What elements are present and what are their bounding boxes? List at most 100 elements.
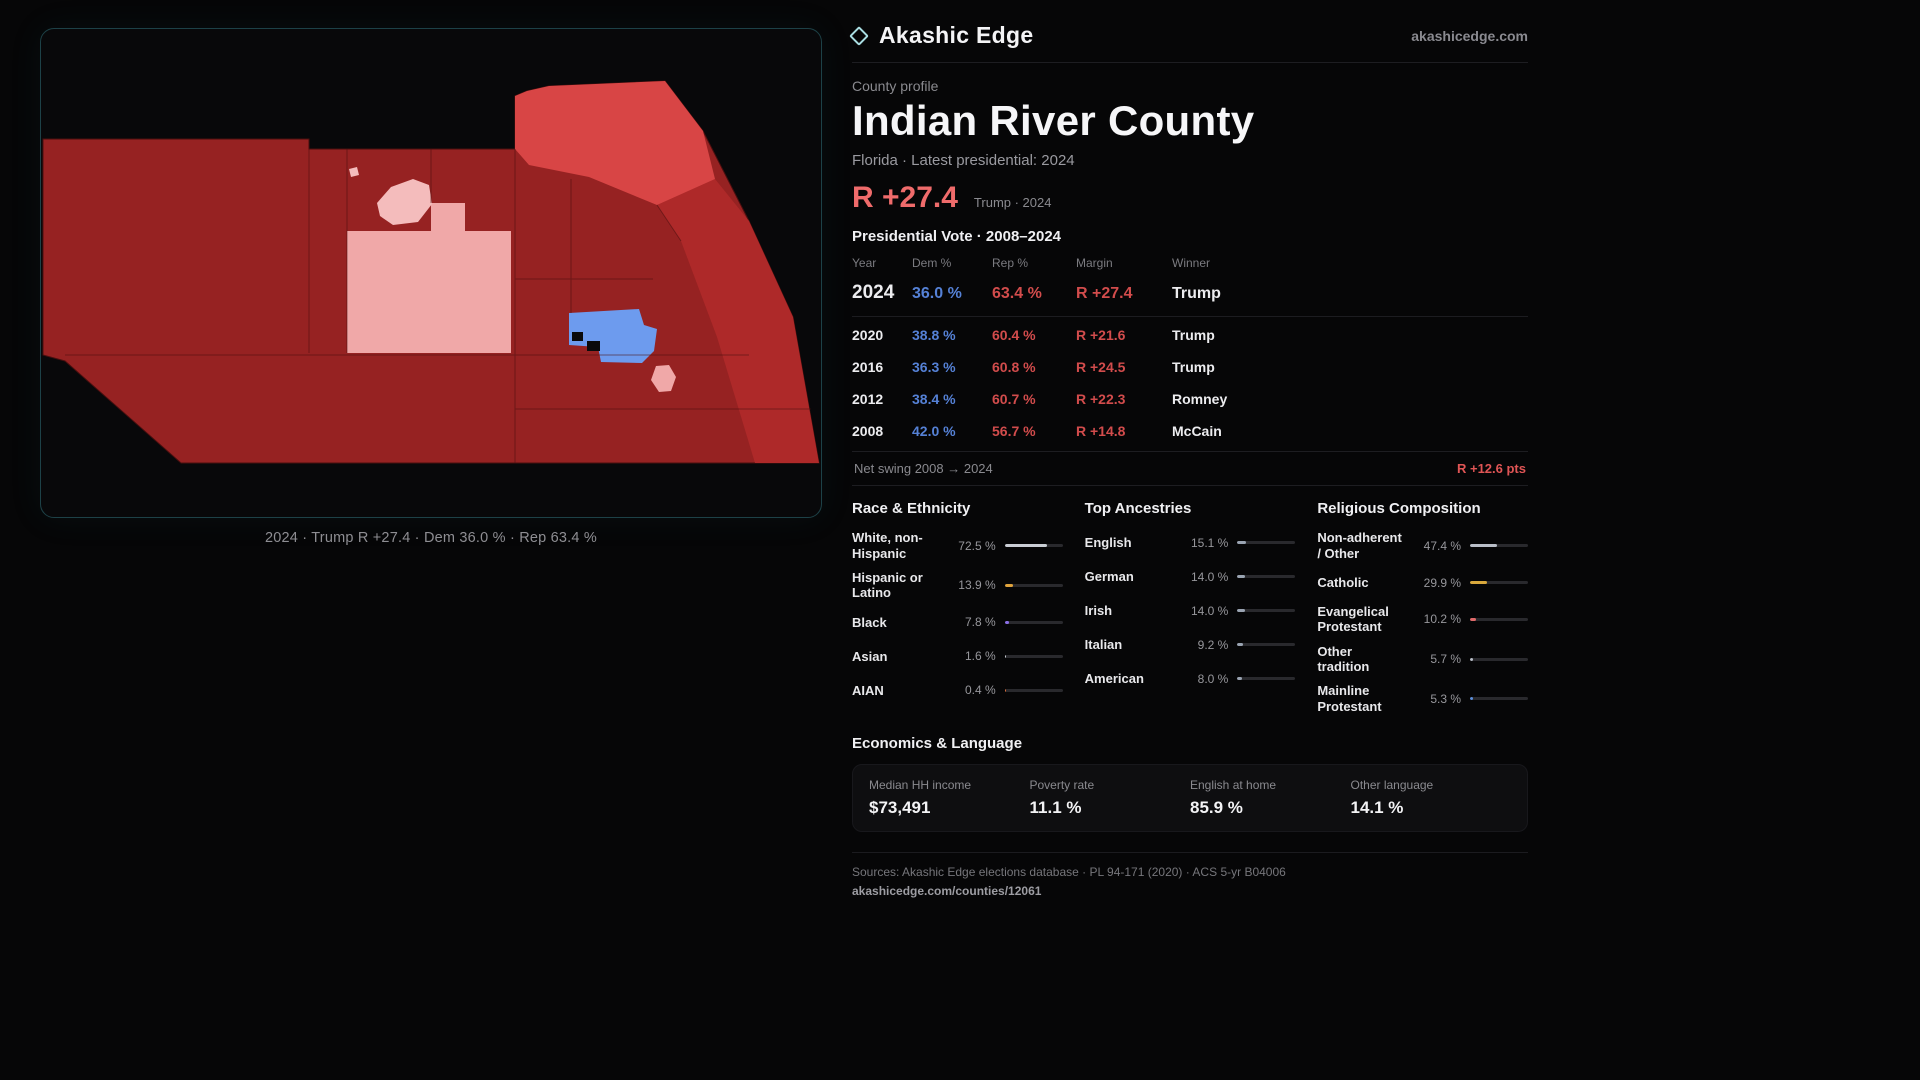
demographic-bar-fill xyxy=(1004,583,1013,587)
vote-year: 2008 xyxy=(852,423,884,440)
demographic-bar xyxy=(1004,583,1063,587)
vote-row[interactable]: 2008 42.0 % 56.7 % R +14.8 McCain xyxy=(852,415,1528,447)
profile-content: Akashic Edge akashicedge.com County prof… xyxy=(849,22,1528,898)
vote-rep-pct: 56.7 % xyxy=(992,423,1036,440)
demographic-row: Hispanic or Latino 13.9 % xyxy=(852,570,1063,601)
vote-year: 2020 xyxy=(852,327,884,344)
vote-row[interactable]: 2016 36.3 % 60.8 % R +24.5 Trump xyxy=(852,351,1528,383)
demographic-label: Catholic xyxy=(1317,574,1369,590)
demographic-row: Black 7.8 % xyxy=(852,610,1063,635)
vote-dem-pct: 38.8 % xyxy=(912,327,956,344)
vote-row[interactable]: 2012 38.4 % 60.7 % R +22.3 Romney xyxy=(852,383,1528,415)
race-ethnicity-list: White, non-Hispanic 72.5 % Hispanic or L… xyxy=(852,530,1063,702)
kicker: County profile xyxy=(852,78,939,94)
religion-title: Religious Composition xyxy=(1317,500,1481,518)
map-caption: 2024 · Trump R +27.4 · Dem 36.0 % · Rep … xyxy=(265,530,597,546)
vote-rep-pct: 63.4 % xyxy=(992,285,1042,303)
demographic-value: 47.4 % xyxy=(1423,538,1461,553)
vote-year: 2012 xyxy=(852,391,884,408)
pink-precinct-small xyxy=(377,179,432,225)
vote-rep-pct: 60.4 % xyxy=(992,327,1036,344)
demographic-bar-fill xyxy=(1237,575,1246,579)
demographic-label: Non-adherent / Other xyxy=(1317,530,1402,561)
site-link[interactable]: akashicedge.com xyxy=(1411,27,1528,44)
vote-dem-pct: 36.0 % xyxy=(912,285,962,303)
vote-margin: R +14.8 xyxy=(1076,423,1126,440)
demographic-row: Catholic 29.9 % xyxy=(1317,570,1528,595)
pink-precinct-blob xyxy=(651,365,676,392)
stat-box: Other language 14.1 % xyxy=(1351,778,1512,818)
ancestries-list: English 15.1 % German 14.0 % Irish xyxy=(1085,530,1296,691)
stat-box: Median HH income $73,491 xyxy=(869,778,1030,818)
demographic-bar-fill xyxy=(1004,620,1010,624)
col-year: Year xyxy=(852,256,877,271)
vote-row[interactable]: 2020 38.8 % 60.4 % R +21.6 Trump xyxy=(852,319,1528,351)
headline-margin: R +27.4 xyxy=(852,181,958,215)
demographic-bar xyxy=(1470,544,1528,548)
net-swing-value: R +12.6 pts xyxy=(1456,461,1526,477)
demographic-row: Other tradition 5.7 % xyxy=(1317,644,1528,675)
race-ethnicity-title: Race & Ethnicity xyxy=(852,500,971,518)
vote-winner: Romney xyxy=(1172,391,1228,408)
demographic-label: American xyxy=(1084,671,1144,687)
vote-dem-pct: 42.0 % xyxy=(912,423,956,440)
headline: R +27.4 Trump · 2024 xyxy=(852,181,1528,215)
demographic-label: AIAN xyxy=(852,682,884,698)
net-swing-label: Net swing 2008 → 2024 xyxy=(854,461,993,477)
pink-precinct-main xyxy=(347,203,511,353)
demographic-bar-fill xyxy=(1470,697,1474,701)
demographic-value: 1.6 % xyxy=(964,649,996,664)
demographic-label: Other tradition xyxy=(1317,643,1370,674)
demographic-row: English 15.1 % xyxy=(1085,530,1296,555)
religion-section: Religious Composition Non-adherent / Oth… xyxy=(1317,500,1528,723)
demographic-bar-fill xyxy=(1004,654,1006,658)
col-winner: Winner xyxy=(1172,256,1211,271)
vote-winner: McCain xyxy=(1172,423,1222,440)
northeast-precinct-region xyxy=(515,81,715,205)
demographic-bar-fill xyxy=(1004,544,1047,548)
vote-table-title: Presidential Vote · 2008–2024 xyxy=(852,228,1062,246)
demographic-value: 14.0 % xyxy=(1190,603,1229,618)
demographic-label: English xyxy=(1084,535,1132,551)
demographic-value: 29.9 % xyxy=(1423,575,1461,590)
headline-note: Trump · 2024 xyxy=(973,195,1052,211)
vote-rep-pct: 60.8 % xyxy=(992,359,1036,376)
vote-dem-pct: 38.4 % xyxy=(912,391,956,408)
permalink-link[interactable]: akashicedge.com/counties/12061 xyxy=(852,883,1042,898)
vote-row[interactable]: 2024 36.0 % 63.4 % R +27.4 Trump xyxy=(852,272,1528,318)
demographic-label: White, non-Hispanic xyxy=(852,530,923,561)
vote-margin: R +22.3 xyxy=(1076,391,1126,408)
stat-value: 11.1 % xyxy=(1029,797,1082,817)
stat-box: English at home 85.9 % xyxy=(1190,778,1351,818)
coastal-precinct-region xyxy=(657,179,819,463)
demographic-value: 72.5 % xyxy=(958,538,996,553)
vote-table-rows: 2024 36.0 % 63.4 % R +27.4 Trump 2020 38… xyxy=(852,272,1528,447)
demographic-bar xyxy=(1004,544,1063,548)
demographic-bar xyxy=(1237,575,1296,579)
demographic-value: 7.8 % xyxy=(964,615,996,630)
demographic-row: German 14.0 % xyxy=(1085,564,1296,589)
demographic-bar-fill xyxy=(1237,643,1243,647)
demographic-label: Italian xyxy=(1084,637,1123,653)
demographic-bar xyxy=(1237,609,1296,613)
demographic-row: Italian 9.2 % xyxy=(1085,632,1296,657)
demographic-bar xyxy=(1470,581,1528,585)
county-precinct-map[interactable] xyxy=(41,29,822,518)
demographic-bar xyxy=(1004,620,1063,624)
demographic-bar xyxy=(1237,541,1296,545)
demographic-label: Hispanic or Latino xyxy=(852,570,923,601)
sources-text: Sources: Akashic Edge elections database… xyxy=(852,864,1286,879)
precinct-boundaries xyxy=(65,149,811,463)
col-dem: Dem % xyxy=(912,256,952,271)
demographics: Race & Ethnicity White, non-Hispanic 72.… xyxy=(852,500,1528,723)
demographic-value: 14.0 % xyxy=(1190,569,1229,584)
demographic-label: Black xyxy=(852,614,887,630)
stat-box: Poverty rate 11.1 % xyxy=(1030,778,1191,818)
demographic-bar-fill xyxy=(1237,609,1246,613)
vote-table-header: Year Dem % Rep % Margin Winner xyxy=(852,256,1528,270)
demographic-bar-fill xyxy=(1237,541,1247,545)
demographic-bar-fill xyxy=(1237,677,1242,681)
demographic-bar xyxy=(1470,657,1528,661)
vote-winner: Trump xyxy=(1172,285,1221,303)
